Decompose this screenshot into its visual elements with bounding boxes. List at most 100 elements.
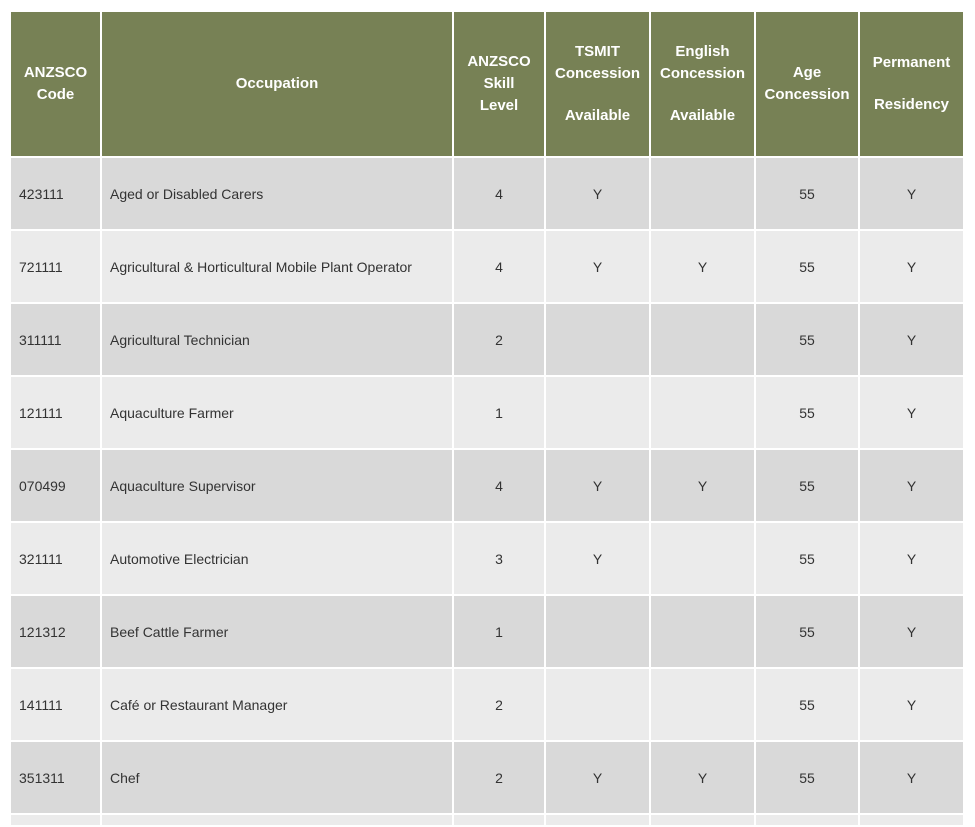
- column-header-english-concession: English Concession Available: [649, 12, 756, 158]
- cell-occupation: Agricultural Technician: [100, 302, 454, 377]
- cell-code: 721111: [11, 229, 102, 304]
- cell-skill-level: 3: [452, 521, 546, 596]
- cell-occupation: Chef: [100, 740, 454, 815]
- cell-empty: [858, 813, 963, 827]
- header-line: ANZSCO: [467, 53, 531, 70]
- cell-permanent-residency: Y: [858, 667, 963, 742]
- column-header-code: ANZSCO Code: [11, 12, 102, 158]
- cell-code: 141111: [11, 667, 102, 742]
- cell-code: 070499: [11, 448, 102, 523]
- cell-code: 423111: [11, 156, 102, 231]
- cell-english-concession: [649, 302, 756, 377]
- cell-code: 311111: [11, 302, 102, 377]
- cell-occupation: Aquaculture Farmer: [100, 375, 454, 450]
- cell-permanent-residency: Y: [858, 740, 963, 815]
- cell-tsmit-concession: [544, 667, 651, 742]
- cell-tsmit-concession: Y: [544, 740, 651, 815]
- cell-empty: [544, 813, 651, 827]
- cell-age-concession: 55: [754, 375, 860, 450]
- header-line: TSMIT: [575, 43, 620, 60]
- header-line: Concession: [554, 65, 641, 82]
- cell-code: 321111: [11, 521, 102, 596]
- cell-english-concession: [649, 156, 756, 231]
- header-line: ANZSCO: [23, 64, 88, 81]
- cell-english-concession: [649, 521, 756, 596]
- cell-permanent-residency: Y: [858, 229, 963, 304]
- cell-empty: [11, 813, 102, 827]
- cell-age-concession: 55: [754, 448, 860, 523]
- cell-tsmit-concession: [544, 375, 651, 450]
- table-row: 423111 Aged or Disabled Carers 4 Y 55 Y: [11, 156, 963, 231]
- cell-age-concession: 55: [754, 740, 860, 815]
- cell-english-concession: [649, 667, 756, 742]
- header-line: Available: [564, 107, 631, 124]
- cell-tsmit-concession: Y: [544, 521, 651, 596]
- cell-code: 121111: [11, 375, 102, 450]
- cell-english-concession: Y: [649, 740, 756, 815]
- cell-age-concession: 55: [754, 667, 860, 742]
- header-line: English: [675, 43, 730, 60]
- cell-skill-level: 2: [452, 740, 546, 815]
- cell-empty: [100, 813, 454, 827]
- cell-english-concession: [649, 594, 756, 669]
- cell-occupation: Aged or Disabled Carers: [100, 156, 454, 231]
- cell-occupation: Beef Cattle Farmer: [100, 594, 454, 669]
- table-row: 121312 Beef Cattle Farmer 1 55 Y: [11, 594, 963, 669]
- cell-tsmit-concession: [544, 302, 651, 377]
- cell-age-concession: 55: [754, 229, 860, 304]
- cell-empty: [452, 813, 546, 827]
- header-line: Occupation: [235, 75, 319, 92]
- cell-skill-level: 1: [452, 594, 546, 669]
- cell-english-concession: [649, 375, 756, 450]
- column-header-skill-level: ANZSCO Skill Level: [452, 12, 546, 158]
- header-line: Code: [36, 86, 75, 103]
- cell-empty: [754, 813, 860, 827]
- cell-age-concession: 55: [754, 156, 860, 231]
- table-row: 351311 Chef 2 Y Y 55 Y: [11, 740, 963, 815]
- cell-english-concession: Y: [649, 448, 756, 523]
- table-row: 121111 Aquaculture Farmer 1 55 Y: [11, 375, 963, 450]
- cell-skill-level: 4: [452, 448, 546, 523]
- header-line: Available: [669, 107, 736, 124]
- header-line: Age: [792, 64, 822, 81]
- header-line: Level: [479, 97, 519, 114]
- table-row: 141111 Café or Restaurant Manager 2 55 Y: [11, 667, 963, 742]
- cell-english-concession: Y: [649, 229, 756, 304]
- cell-permanent-residency: Y: [858, 448, 963, 523]
- cell-skill-level: 2: [452, 667, 546, 742]
- cell-occupation: Automotive Electrician: [100, 521, 454, 596]
- header-line: Concession: [659, 65, 746, 82]
- column-header-tsmit-concession: TSMIT Concession Available: [544, 12, 651, 158]
- table-row-partial: [11, 813, 963, 827]
- cell-occupation: Agricultural & Horticultural Mobile Plan…: [100, 229, 454, 304]
- header-line: Concession: [764, 86, 850, 103]
- header-line: Residency: [873, 96, 950, 113]
- cell-code: 121312: [11, 594, 102, 669]
- cell-occupation: Aquaculture Supervisor: [100, 448, 454, 523]
- table-row: 070499 Aquaculture Supervisor 4 Y Y 55 Y: [11, 448, 963, 523]
- cell-tsmit-concession: Y: [544, 156, 651, 231]
- cell-skill-level: 4: [452, 229, 546, 304]
- cell-age-concession: 55: [754, 521, 860, 596]
- cell-skill-level: 1: [452, 375, 546, 450]
- cell-empty: [649, 813, 756, 827]
- header-line: Skill: [483, 75, 515, 92]
- column-header-permanent-residency: Permanent Residency: [858, 12, 963, 158]
- column-header-occupation: Occupation: [100, 12, 454, 158]
- table-row: 311111 Agricultural Technician 2 55 Y: [11, 302, 963, 377]
- cell-age-concession: 55: [754, 302, 860, 377]
- cell-permanent-residency: Y: [858, 302, 963, 377]
- cell-permanent-residency: Y: [858, 156, 963, 231]
- cell-skill-level: 2: [452, 302, 546, 377]
- cell-permanent-residency: Y: [858, 594, 963, 669]
- header-line: [651, 85, 754, 105]
- table-row: 321111 Automotive Electrician 3 Y 55 Y: [11, 521, 963, 596]
- header-line: [860, 74, 963, 94]
- header-line: Permanent: [872, 54, 951, 71]
- cell-skill-level: 4: [452, 156, 546, 231]
- cell-tsmit-concession: Y: [544, 229, 651, 304]
- cell-permanent-residency: Y: [858, 375, 963, 450]
- cell-permanent-residency: Y: [858, 521, 963, 596]
- cell-age-concession: 55: [754, 594, 860, 669]
- cell-occupation: Café or Restaurant Manager: [100, 667, 454, 742]
